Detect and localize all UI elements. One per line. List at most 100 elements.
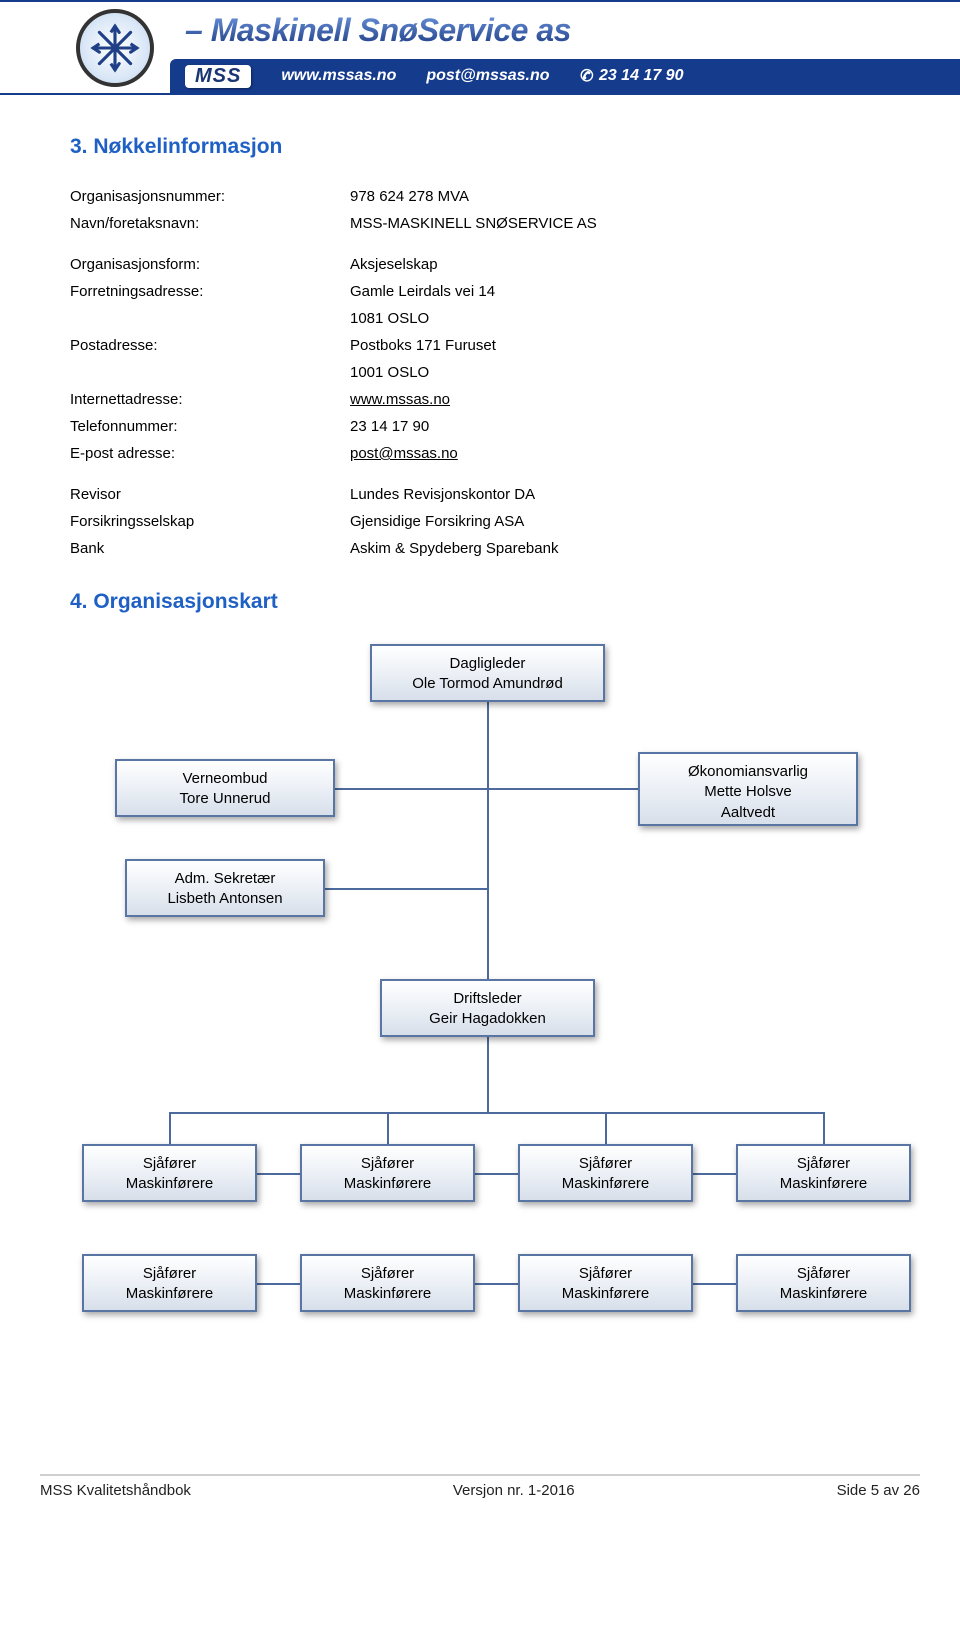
info-row: Organisasjonsnummer:978 624 278 MVA	[70, 183, 890, 210]
org-node-title: Verneombud	[121, 769, 329, 789]
banner-brand-row: – Maskinell SnøService as	[170, 2, 960, 59]
info-row: ForsikringsselskapGjensidige Forsikring …	[70, 508, 890, 535]
info-label: Telefonnummer:	[70, 413, 350, 440]
info-row: Postadresse:Postboks 171 Furuset	[70, 332, 890, 359]
org-node-drift: DriftslederGeir Hagadokken	[380, 979, 595, 1037]
org-node-title: Sjåfører	[306, 1264, 469, 1284]
org-connector	[169, 1112, 823, 1114]
org-connector	[475, 1283, 518, 1285]
org-node-name: Tore Unnerud	[121, 789, 329, 809]
org-node-s8: SjåførerMaskinførere	[736, 1254, 911, 1312]
info-value: 1081 OSLO	[350, 305, 890, 332]
info-value: 23 14 17 90	[350, 413, 890, 440]
footer-center: Versjon nr. 1-2016	[453, 1482, 575, 1499]
org-node-title: Sjåfører	[742, 1264, 905, 1284]
info-label: Postadresse:	[70, 332, 350, 359]
org-node-title: Sjåfører	[742, 1154, 905, 1174]
org-node-cfo: ØkonomiansvarligMette HolsveAaltvedt	[638, 752, 858, 826]
org-node-s5: SjåførerMaskinførere	[82, 1254, 257, 1312]
page: – Maskinell SnøService as MSS www.mssas.…	[0, 0, 960, 1529]
info-label	[70, 359, 350, 386]
org-node-title: Sjåfører	[524, 1154, 687, 1174]
info-label: Forsikringsselskap	[70, 508, 350, 535]
info-row: BankAskim & Spydeberg Sparebank	[70, 535, 890, 562]
footer-right: Side 5 av 26	[837, 1482, 920, 1499]
org-node-title: Økonomiansvarlig	[644, 762, 852, 782]
info-row: 1081 OSLO	[70, 305, 890, 332]
brand-text: – Maskinell SnøService as	[185, 12, 571, 49]
org-node-name: Maskinførere	[524, 1284, 687, 1304]
info-value: Gamle Leirdals vei 14	[350, 278, 890, 305]
org-node-title: Dagligleder	[376, 654, 599, 674]
info-label: Organisasjonsnummer:	[70, 183, 350, 210]
info-label	[70, 305, 350, 332]
banner-phone-text: 23 14 17 90	[599, 67, 684, 85]
info-row: Telefonnummer:23 14 17 90	[70, 413, 890, 440]
org-connector	[475, 1173, 518, 1175]
section4-title: 4. Organisasjonskart	[70, 590, 890, 614]
org-connector	[169, 1112, 171, 1144]
banner-right: – Maskinell SnøService as MSS www.mssas.…	[170, 2, 960, 93]
org-node-name: Ole Tormod Amundrød	[376, 674, 599, 694]
org-node-title: Sjåfører	[306, 1154, 469, 1174]
org-node-name: Maskinførere	[742, 1284, 905, 1304]
org-node-name: Lisbeth Antonsen	[131, 889, 319, 909]
info-value: MSS-MASKINELL SNØSERVICE AS	[350, 210, 890, 237]
info-label: Bank	[70, 535, 350, 562]
org-node-name: Mette HolsveAaltvedt	[644, 782, 852, 823]
org-connector	[487, 702, 489, 979]
org-node-name: Maskinførere	[88, 1284, 251, 1304]
info-value: post@mssas.no	[350, 440, 890, 467]
org-node-title: Sjåfører	[88, 1154, 251, 1174]
snowflake-icon	[76, 9, 154, 87]
info-table: Organisasjonsnummer:978 624 278 MVANavn/…	[70, 183, 890, 562]
info-value: Gjensidige Forsikring ASA	[350, 508, 890, 535]
org-connector	[693, 1173, 736, 1175]
info-row: Forretningsadresse:Gamle Leirdals vei 14	[70, 278, 890, 305]
banner-email: post@mssas.no	[426, 67, 549, 85]
org-node-sekretaer: Adm. SekretærLisbeth Antonsen	[125, 859, 325, 917]
org-connector	[387, 1112, 389, 1144]
org-connector	[325, 888, 488, 890]
org-node-ceo: DagliglederOle Tormod Amundrød	[370, 644, 605, 702]
section3-title: 3. Nøkkelinformasjon	[70, 135, 890, 159]
org-connector	[605, 1112, 607, 1144]
info-gap	[70, 237, 890, 251]
org-connector	[257, 1283, 300, 1285]
info-value: Askim & Spydeberg Sparebank	[350, 535, 890, 562]
org-node-verneombud: VerneombudTore Unnerud	[115, 759, 335, 817]
org-connector	[257, 1173, 300, 1175]
org-node-name: Maskinførere	[524, 1174, 687, 1194]
org-chart: DagliglederOle Tormod Amundrød Verneombud…	[70, 644, 890, 1464]
org-node-name: Maskinførere	[306, 1174, 469, 1194]
info-value: Aksjeselskap	[350, 251, 890, 278]
info-row: Navn/foretaksnavn:MSS-MASKINELL SNØSERVI…	[70, 210, 890, 237]
org-node-title: Sjåfører	[88, 1264, 251, 1284]
info-value: Postboks 171 Furuset	[350, 332, 890, 359]
org-node-title: Adm. Sekretær	[131, 869, 319, 889]
footer-left: MSS Kvalitetshåndbok	[40, 1482, 191, 1499]
org-connector	[487, 1037, 489, 1112]
banner-phone: ✆ 23 14 17 90	[580, 66, 684, 86]
org-node-s1: SjåførerMaskinførere	[82, 1144, 257, 1202]
info-label: Internettadresse:	[70, 386, 350, 413]
footer: MSS Kvalitetshåndbok Versjon nr. 1-2016 …	[40, 1474, 920, 1499]
org-node-title: Driftsleder	[386, 989, 589, 1009]
info-row: Internettadresse:www.mssas.no	[70, 386, 890, 413]
info-value: Lundes Revisjonskontor DA	[350, 481, 890, 508]
header-banner: – Maskinell SnøService as MSS www.mssas.…	[0, 0, 960, 95]
org-node-s7: SjåførerMaskinførere	[518, 1254, 693, 1312]
org-connector	[335, 788, 638, 790]
content: 3. Nøkkelinformasjon Organisasjonsnummer…	[0, 135, 960, 1464]
org-node-name: Maskinførere	[742, 1174, 905, 1194]
org-node-s2: SjåførerMaskinførere	[300, 1144, 475, 1202]
banner-contact-row: MSS www.mssas.no post@mssas.no ✆ 23 14 1…	[170, 59, 960, 93]
info-row: Organisasjonsform:Aksjeselskap	[70, 251, 890, 278]
org-node-name: Maskinførere	[88, 1174, 251, 1194]
phone-icon: ✆	[577, 65, 595, 88]
org-node-s3: SjåførerMaskinførere	[518, 1144, 693, 1202]
org-node-name: Geir Hagadokken	[386, 1009, 589, 1029]
org-node-s4: SjåførerMaskinførere	[736, 1144, 911, 1202]
logo	[60, 2, 170, 93]
org-node-name: Maskinførere	[306, 1284, 469, 1304]
